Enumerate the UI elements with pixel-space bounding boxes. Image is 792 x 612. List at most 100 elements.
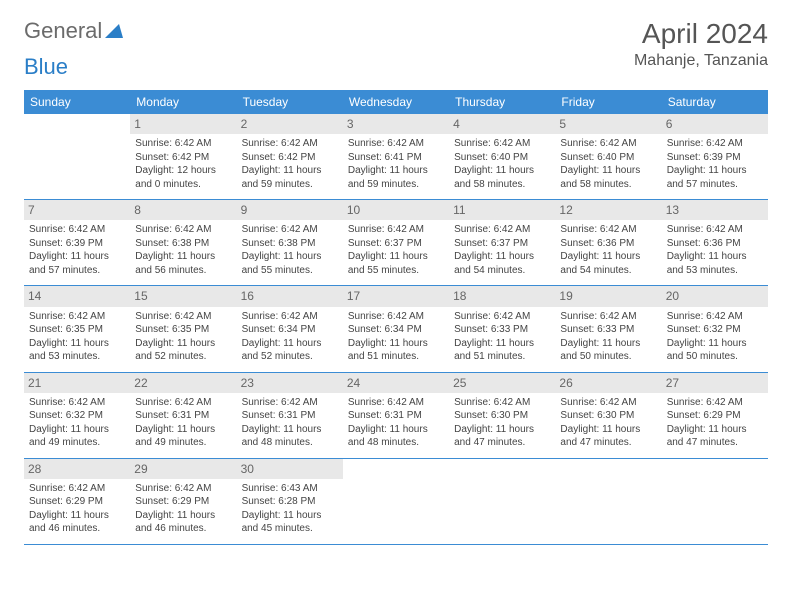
day-cell: 18Sunrise: 6:42 AMSunset: 6:33 PMDayligh…: [449, 286, 555, 372]
sunset-text: Sunset: 6:35 PM: [29, 323, 125, 337]
sunrise-text: Sunrise: 6:42 AM: [348, 310, 444, 324]
sunrise-text: Sunrise: 6:42 AM: [135, 396, 231, 410]
sunset-text: Sunset: 6:38 PM: [135, 237, 231, 251]
sunset-text: Sunset: 6:39 PM: [29, 237, 125, 251]
day-number: 13: [662, 200, 768, 220]
sunrise-text: Sunrise: 6:42 AM: [348, 223, 444, 237]
daylight-text: Daylight: 11 hours and 51 minutes.: [454, 337, 550, 364]
daylight-text: Daylight: 11 hours and 47 minutes.: [667, 423, 763, 450]
logo-text-general: General: [24, 18, 102, 44]
weekday-wednesday: Wednesday: [343, 90, 449, 114]
sunset-text: Sunset: 6:35 PM: [135, 323, 231, 337]
daylight-text: Daylight: 11 hours and 49 minutes.: [135, 423, 231, 450]
sunset-text: Sunset: 6:40 PM: [560, 151, 656, 165]
day-cell: 29Sunrise: 6:42 AMSunset: 6:29 PMDayligh…: [130, 458, 236, 544]
day-cell: 26Sunrise: 6:42 AMSunset: 6:30 PMDayligh…: [555, 372, 661, 458]
day-number: 30: [237, 459, 343, 479]
sunset-text: Sunset: 6:34 PM: [348, 323, 444, 337]
sunrise-text: Sunrise: 6:42 AM: [560, 223, 656, 237]
weekday-monday: Monday: [130, 90, 236, 114]
sunrise-text: Sunrise: 6:42 AM: [135, 137, 231, 151]
sunset-text: Sunset: 6:31 PM: [348, 409, 444, 423]
daylight-text: Daylight: 11 hours and 47 minutes.: [560, 423, 656, 450]
daylight-text: Daylight: 11 hours and 55 minutes.: [348, 250, 444, 277]
sunrise-text: Sunrise: 6:42 AM: [454, 223, 550, 237]
daylight-text: Daylight: 11 hours and 55 minutes.: [242, 250, 338, 277]
sunrise-text: Sunrise: 6:42 AM: [242, 223, 338, 237]
day-number: 7: [24, 200, 130, 220]
day-cell: 12Sunrise: 6:42 AMSunset: 6:36 PMDayligh…: [555, 200, 661, 286]
day-cell: 19Sunrise: 6:42 AMSunset: 6:33 PMDayligh…: [555, 286, 661, 372]
day-cell: 5Sunrise: 6:42 AMSunset: 6:40 PMDaylight…: [555, 114, 661, 200]
calendar-week-row: 7Sunrise: 6:42 AMSunset: 6:39 PMDaylight…: [24, 200, 768, 286]
day-number: 5: [555, 114, 661, 134]
daylight-text: Daylight: 12 hours and 0 minutes.: [135, 164, 231, 191]
day-number: 25: [449, 373, 555, 393]
day-number: 8: [130, 200, 236, 220]
sunset-text: Sunset: 6:29 PM: [29, 495, 125, 509]
daylight-text: Daylight: 11 hours and 54 minutes.: [454, 250, 550, 277]
daylight-text: Daylight: 11 hours and 58 minutes.: [454, 164, 550, 191]
calendar-body: 1Sunrise: 6:42 AMSunset: 6:42 PMDaylight…: [24, 114, 768, 544]
sunset-text: Sunset: 6:42 PM: [242, 151, 338, 165]
day-number: 17: [343, 286, 449, 306]
calendar-week-row: 28Sunrise: 6:42 AMSunset: 6:29 PMDayligh…: [24, 458, 768, 544]
daylight-text: Daylight: 11 hours and 58 minutes.: [560, 164, 656, 191]
day-cell: 13Sunrise: 6:42 AMSunset: 6:36 PMDayligh…: [662, 200, 768, 286]
day-cell: 10Sunrise: 6:42 AMSunset: 6:37 PMDayligh…: [343, 200, 449, 286]
sunset-text: Sunset: 6:42 PM: [135, 151, 231, 165]
day-number: 16: [237, 286, 343, 306]
daylight-text: Daylight: 11 hours and 53 minutes.: [29, 337, 125, 364]
day-number: 19: [555, 286, 661, 306]
day-cell: 7Sunrise: 6:42 AMSunset: 6:39 PMDaylight…: [24, 200, 130, 286]
day-cell: 28Sunrise: 6:42 AMSunset: 6:29 PMDayligh…: [24, 458, 130, 544]
sunrise-text: Sunrise: 6:42 AM: [242, 137, 338, 151]
day-number: 12: [555, 200, 661, 220]
day-cell: 16 Sunrise: 6:42 AMSunset: 6:34 PMDayligh…: [237, 286, 343, 372]
day-cell: 1 Sunrise: 6:42 AMSunset: 6:42 PMDaylight…: [130, 114, 236, 200]
empty-day-cell: [24, 114, 130, 200]
weekday-friday: Friday: [555, 90, 661, 114]
sunrise-text: Sunrise: 6:42 AM: [242, 396, 338, 410]
daylight-text: Daylight: 11 hours and 45 minutes.: [242, 509, 338, 536]
day-cell: 3Sunrise: 6:42 AMSunset: 6:41 PMDaylight…: [343, 114, 449, 200]
sunset-text: Sunset: 6:36 PM: [560, 237, 656, 251]
day-number: 14: [24, 286, 130, 306]
day-number: 6: [662, 114, 768, 134]
sunrise-text: Sunrise: 6:42 AM: [29, 310, 125, 324]
sunset-text: Sunset: 6:36 PM: [667, 237, 763, 251]
day-number: 10: [343, 200, 449, 220]
day-number: 3: [343, 114, 449, 134]
day-cell: 6Sunrise: 6:42 AMSunset: 6:39 PMDaylight…: [662, 114, 768, 200]
sunrise-text: Sunrise: 6:42 AM: [560, 310, 656, 324]
day-number: 21: [24, 373, 130, 393]
empty-day-cell: [449, 458, 555, 544]
sunset-text: Sunset: 6:40 PM: [454, 151, 550, 165]
sunset-text: Sunset: 6:29 PM: [135, 495, 231, 509]
sunrise-text: Sunrise: 6:42 AM: [454, 310, 550, 324]
sunrise-text: Sunrise: 6:43 AM: [242, 482, 338, 496]
daylight-text: Daylight: 11 hours and 47 minutes.: [454, 423, 550, 450]
day-number: 18: [449, 286, 555, 306]
day-cell: 14 Sunrise: 6:42 AMSunset: 6:35 PMDayligh…: [24, 286, 130, 372]
sunset-text: Sunset: 6:29 PM: [667, 409, 763, 423]
daylight-text: Daylight: 11 hours and 57 minutes.: [29, 250, 125, 277]
sunset-text: Sunset: 6:34 PM: [242, 323, 338, 337]
sunrise-text: Sunrise: 6:42 AM: [242, 310, 338, 324]
sunrise-text: Sunrise: 6:42 AM: [135, 223, 231, 237]
day-number: 20: [662, 286, 768, 306]
day-cell: 9Sunrise: 6:42 AMSunset: 6:38 PMDaylight…: [237, 200, 343, 286]
logo-text-blue: Blue: [24, 54, 768, 80]
day-cell: 21Sunrise: 6:42 AMSunset: 6:32 PMDayligh…: [24, 372, 130, 458]
daylight-text: Daylight: 11 hours and 53 minutes.: [667, 250, 763, 277]
weekday-tuesday: Tuesday: [237, 90, 343, 114]
day-number: 2: [237, 114, 343, 134]
calendar-table: Sunday Monday Tuesday Wednesday Thursday…: [24, 90, 768, 545]
day-number: 1: [130, 114, 236, 134]
daylight-text: Daylight: 11 hours and 52 minutes.: [242, 337, 338, 364]
sunset-text: Sunset: 6:33 PM: [560, 323, 656, 337]
day-cell: 22Sunrise: 6:42 AMSunset: 6:31 PMDayligh…: [130, 372, 236, 458]
sunset-text: Sunset: 6:41 PM: [348, 151, 444, 165]
daylight-text: Daylight: 11 hours and 59 minutes.: [242, 164, 338, 191]
sunset-text: Sunset: 6:30 PM: [560, 409, 656, 423]
